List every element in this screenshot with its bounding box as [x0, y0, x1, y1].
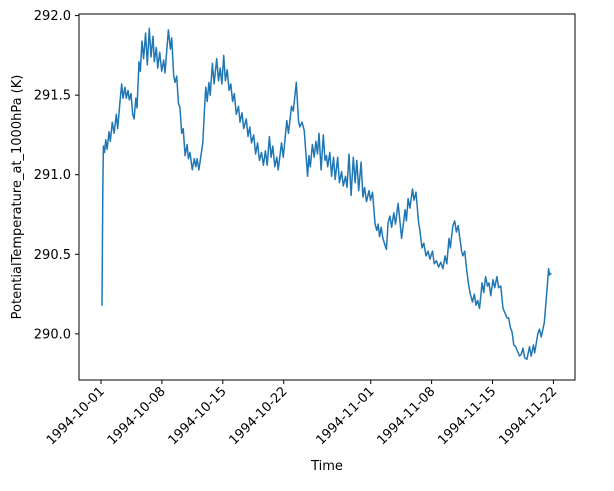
x-tick-label: 1994-11-01 — [314, 384, 378, 448]
x-tick-label: 1994-10-08 — [105, 384, 169, 448]
y-tick-label: 290.0 — [34, 327, 71, 342]
y-tick-label: 292.0 — [34, 9, 71, 24]
x-tick-label: 1994-11-08 — [374, 384, 438, 448]
x-tick-label: 1994-10-15 — [166, 384, 230, 448]
data-line — [101, 27, 552, 361]
x-tick-label: 1994-11-22 — [496, 384, 560, 448]
y-axis-ticks: 290.0 290.5 291.0 291.5 292.0 — [34, 9, 79, 342]
x-tick-label: 1994-10-01 — [44, 384, 108, 448]
y-tick-label: 291.0 — [34, 168, 71, 183]
x-axis-label: Time — [310, 459, 343, 474]
x-tick-label: 1994-10-22 — [227, 384, 291, 448]
y-axis-label: PotentialTemperature_at_1000hPa (K) — [10, 75, 25, 320]
plot-area — [78, 13, 576, 381]
y-tick-label: 290.5 — [34, 248, 71, 263]
y-tick-label: 291.5 — [34, 89, 71, 104]
x-axis-ticks: 1994-10-011994-10-081994-10-151994-10-22… — [44, 380, 560, 448]
data-series-group — [101, 27, 552, 361]
x-tick-label: 1994-11-15 — [435, 384, 499, 448]
